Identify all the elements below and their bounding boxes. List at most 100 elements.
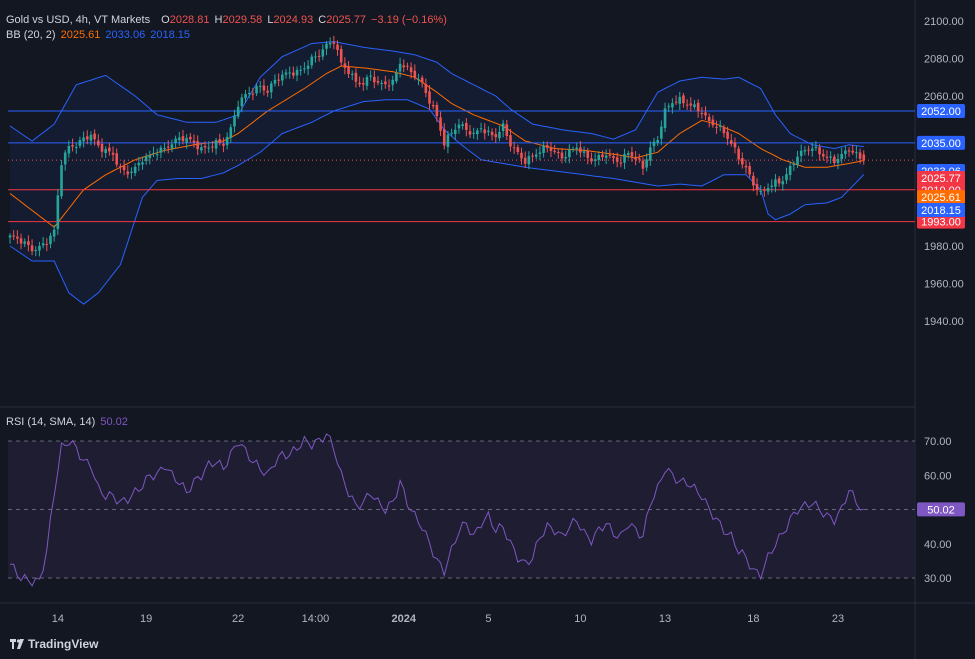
candle-body [457,124,461,129]
candle-body [229,127,233,138]
candle-body [623,153,626,163]
time-tick-label: 2024 [392,613,417,625]
candle-body [818,147,821,155]
tradingview-logo[interactable]: TradingView [10,637,98,651]
open-value: 2028.81 [169,14,210,26]
candle-body [380,82,383,84]
candle-body [233,115,236,127]
candle-body [715,126,718,128]
price-tick-label: 2060.00 [924,91,964,103]
candle-body [119,166,122,168]
candle-body [428,91,431,104]
candle-body [575,147,579,150]
candle-body [693,104,696,108]
logo-text: TradingView [28,637,99,651]
candle-body [465,122,468,130]
candle-body [737,148,740,160]
candle-body [391,79,395,85]
candle-body [748,166,751,175]
close-label: C [318,14,327,26]
candle-body [685,104,689,106]
candle-body [549,148,553,151]
candle-body [314,56,317,58]
candle-body [85,136,89,140]
candle-body [133,166,137,174]
horizontal-lines[interactable] [8,110,915,223]
candle-body [476,130,479,135]
rsi-legend[interactable]: RSI (14, SMA, 14) 50.02 [6,416,130,428]
candle-body [792,164,796,166]
bb-legend[interactable]: BB (20, 2) 2025.61 2033.06 2018.15 [6,29,192,41]
candle-body [255,86,258,94]
candle-body [395,72,398,82]
candle-body [104,149,107,154]
candle-body [649,147,652,161]
candle-body [726,131,729,139]
candle-body [34,250,38,252]
candle-body [376,80,380,83]
price-tick-label: 2100.00 [924,16,964,28]
candle-body [766,187,770,192]
candle-body [446,134,450,147]
candle-body [222,143,225,146]
candle-body [560,152,564,159]
candle-body [641,160,645,169]
candle-body [604,155,608,158]
candle-body [711,119,715,126]
candle-body [553,150,556,152]
time-axis[interactable]: 14 19 22 14:00 2024 5 10 13 18 23 [52,613,844,625]
candle-body [273,79,277,84]
time-tick-label: 19 [140,613,152,625]
candle-body [266,90,269,93]
candle-body [12,235,15,237]
candle-body [170,144,174,149]
candle-body [770,185,774,187]
candle-body [19,238,23,244]
low-value: 2024.93 [273,14,314,26]
candle-body [479,128,483,130]
candle-body [468,131,472,135]
candle-body [431,105,435,107]
candle-body [288,72,291,74]
symbol-title[interactable]: Gold vs USD, 4h, VT Markets [6,14,151,26]
candle-body [759,191,763,193]
candle-body [626,153,630,155]
price-tick-label: 2080.00 [924,54,964,66]
candle-body [781,181,785,185]
candle-body [512,147,516,149]
candlestick-series [8,35,866,257]
candle-body [384,81,387,85]
candle-body [630,152,634,157]
hline-tag-2035-00-bg [917,135,965,150]
candle-body [571,148,575,150]
candle-body [579,147,582,153]
candle-body [350,73,354,75]
candle-body [27,241,30,246]
candle-body [667,106,671,108]
candle-body [269,83,273,93]
candle-body [398,63,402,72]
candle-body [608,154,612,156]
candle-body [343,63,347,68]
candle-body [185,138,188,143]
candle-body [634,157,637,160]
candle-body [281,74,284,81]
candle-body [844,150,847,154]
candle-body [807,149,810,151]
price-tag-2025-77: 2025.77 [921,173,961,185]
candle-body [682,95,685,104]
candle-body [295,69,299,76]
price-axis[interactable]: 2100.002080.002060.002020.002000.001980.… [917,16,965,585]
candle-body [417,79,420,81]
candle-body [803,150,807,152]
candle-body [674,101,678,103]
price-tag-2018-15: 2018.15 [921,205,961,217]
candle-body [531,155,534,157]
rsi-value: 50.02 [100,416,128,428]
candle-body [442,129,446,146]
time-tick-label: 10 [574,613,586,625]
low-label: L [267,14,274,26]
candle-body [211,146,214,148]
candle-body [247,93,251,95]
